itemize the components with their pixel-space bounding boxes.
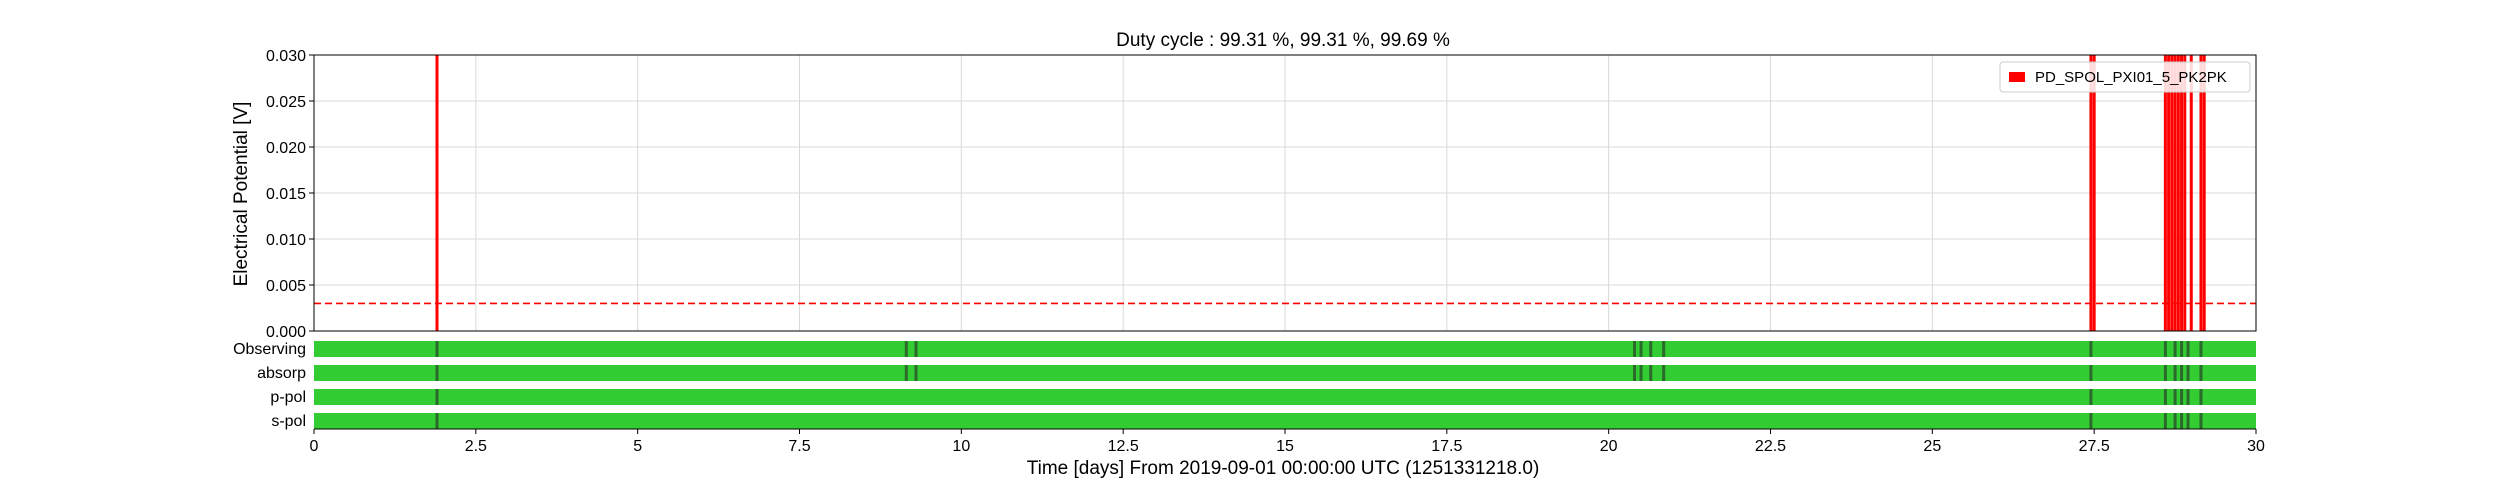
segment-row-label: Observing — [233, 341, 306, 358]
segment-gap — [2180, 413, 2184, 429]
x-tick-label: 7.5 — [788, 438, 810, 455]
legend: PD_SPOL_PXI01_5_PK2PK — [1999, 61, 2251, 93]
segment-gap — [2173, 365, 2177, 381]
segment-gap — [2186, 365, 2190, 381]
legend-label: PD_SPOL_PXI01_5_PK2PK — [2035, 69, 2227, 86]
x-tick-label: 15 — [1276, 438, 1294, 455]
segment-gap — [2173, 341, 2177, 357]
segment-gap — [2180, 341, 2184, 357]
x-tick-label: 20 — [1600, 438, 1618, 455]
segment-gap — [2180, 389, 2184, 405]
segment-gap — [2199, 365, 2203, 381]
segment-gap — [2199, 413, 2203, 429]
segment-gap — [2186, 341, 2190, 357]
grid — [313, 54, 2257, 332]
segment-bar — [314, 413, 2256, 429]
segment-gap — [1633, 341, 1637, 357]
segment-gap — [2089, 341, 2093, 357]
segment-gap — [1633, 365, 1637, 381]
segment-gap — [435, 389, 439, 405]
segment-gap — [2089, 389, 2093, 405]
segment-gap — [2163, 341, 2167, 357]
plot-area — [313, 54, 2257, 332]
segment-gap — [1639, 341, 1643, 357]
y-tick-label: 0.020 — [266, 140, 306, 157]
x-tick-label: 12.5 — [1108, 438, 1139, 455]
segment-gap — [1649, 365, 1653, 381]
segment-gap — [2173, 389, 2177, 405]
x-tick-label: 27.5 — [2079, 438, 2110, 455]
segment-bar — [314, 365, 2256, 381]
segment-gap — [2199, 389, 2203, 405]
chart-title: Duty cycle : 99.31 %, 99.31 %, 99.69 % — [1116, 30, 1450, 51]
legend-box — [1999, 61, 2251, 93]
x-tick-label: 5 — [633, 438, 642, 455]
x-tick-label: 30 — [2247, 438, 2265, 455]
y-tick-label: 0.030 — [266, 48, 306, 65]
y-tick-label: 0.025 — [266, 94, 306, 111]
y-tick-label: 0.010 — [266, 232, 306, 249]
x-axis-label: Time [days] From 2019-09-01 00:00:00 UTC… — [1027, 458, 1540, 479]
x-tick-label: 0 — [310, 438, 319, 455]
segment-row-label: absorp — [257, 365, 306, 382]
segment-gap — [435, 341, 439, 357]
segment-gap — [2163, 413, 2167, 429]
segment-gap — [2163, 365, 2167, 381]
segment-gap — [435, 365, 439, 381]
segment-gap — [2089, 365, 2093, 381]
segment-gap — [1662, 365, 1666, 381]
legend-swatch — [2009, 72, 2025, 82]
segment-gap — [2089, 413, 2093, 429]
segment-gap — [2173, 413, 2177, 429]
segment-gap — [1639, 365, 1643, 381]
segment-bar — [314, 389, 2256, 405]
x-tick-label: 2.5 — [465, 438, 487, 455]
axis-ticks: 0.000 0.005 0.010 0.015 0.020 0.025 0.030 0 2.5 5… — [266, 48, 2265, 455]
segment-gap — [1662, 341, 1666, 357]
segment-gap — [2163, 389, 2167, 405]
segment-row-label: s-pol — [271, 413, 306, 430]
x-tick-label: 25 — [1923, 438, 1941, 455]
y-tick-label: 0.015 — [266, 186, 306, 203]
segment-gap — [435, 413, 439, 429]
segment-bar — [314, 341, 2256, 357]
segment-gap — [2199, 341, 2203, 357]
x-tick-label: 17.5 — [1431, 438, 1462, 455]
segment-gap — [914, 341, 918, 357]
y-tick-label: 0.005 — [266, 278, 306, 295]
segment-gap — [904, 341, 908, 357]
y-tick-label: 0.000 — [266, 324, 306, 341]
y-axis-label: Electrical Potential [V] — [231, 102, 252, 287]
segment-row-label: p-pol — [270, 389, 306, 406]
segment-gap — [2186, 413, 2190, 429]
segment-gap — [1649, 341, 1653, 357]
segment-gap — [2186, 389, 2190, 405]
segment-gap — [914, 365, 918, 381]
x-tick-label: 10 — [952, 438, 970, 455]
segment-panel: Observing absorp p-pol s-pol — [233, 341, 2256, 430]
segment-gap — [904, 365, 908, 381]
segment-gap — [2180, 365, 2184, 381]
x-tick-label: 22.5 — [1755, 438, 1786, 455]
